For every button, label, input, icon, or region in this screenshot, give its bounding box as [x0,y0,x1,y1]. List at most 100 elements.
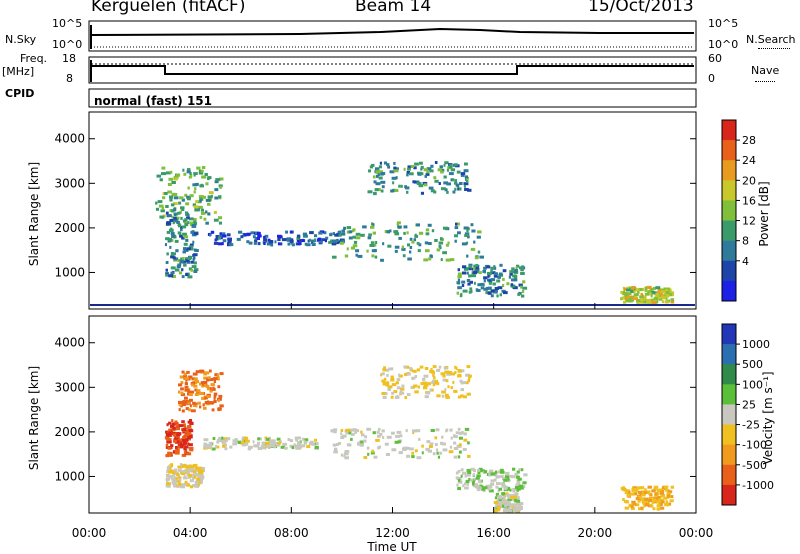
heatmap-cell [177,211,181,215]
heatmap-cell [517,487,521,491]
heatmap-cell [394,395,400,399]
heatmap-cell [493,501,499,504]
heatmap-cell [477,471,481,475]
heatmap-cell [270,243,274,247]
heatmap-cell [159,178,163,182]
heatmap-cell [180,228,183,232]
heatmap-cell [521,290,525,293]
heatmap-cell [503,478,508,482]
heatmap-cell [263,446,267,450]
heatmap-cell [216,440,220,444]
heatmap-cell [214,188,219,192]
heatmap-cell [467,282,471,286]
heatmap-cell [212,437,216,440]
heatmap-cell [626,292,632,296]
heatmap-cell [447,241,450,245]
heatmap-cell [627,299,633,303]
heatmap-cell [386,435,392,439]
heatmap-cell [455,471,459,475]
colorbar-tick-label: -100 [742,439,767,452]
heatmap-cell [514,270,517,274]
heatmap-cell [460,381,464,385]
heatmap-cell [215,445,220,449]
heatmap-cell [457,395,462,399]
heatmap-cell [457,275,462,279]
heatmap-cell [187,257,192,260]
heatmap-cell [450,168,456,172]
heatmap-cell [453,455,458,459]
heatmap-cell [257,437,261,441]
heatmap-cell [192,183,198,187]
heatmap-cell [182,232,187,236]
heatmap-cell [391,176,397,180]
heatmap-cell [390,395,394,399]
heatmap-cell [433,176,437,180]
heatmap-cell [185,407,189,411]
heatmap-cell [246,232,251,236]
heatmap-cell [296,237,300,240]
heatmap-cell [179,259,185,263]
heatmap-cell [296,234,301,238]
heatmap-cell [296,444,301,448]
heatmap-cell [274,442,279,445]
nave-ytick-bottom: 0 [708,72,715,85]
heatmap-cell [639,498,644,501]
heatmap-cell [241,438,244,441]
heatmap-cell [498,498,504,501]
heatmap-cell [185,378,188,382]
heatmap-cell [366,427,372,431]
heatmap-cell [375,241,378,244]
heatmap-cell [508,275,511,279]
heatmap-cell [514,492,518,496]
heatmap-cell [436,248,441,252]
heatmap-cell [457,373,462,377]
colorbar-swatch [722,180,736,201]
heatmap-cell [426,170,429,174]
heatmap-cell [165,273,170,277]
heatmap-cell [184,475,187,479]
heatmap-cell [436,368,441,372]
heatmap-cell [658,297,663,301]
heatmap-cell [214,445,217,448]
heatmap-cell [495,485,499,489]
heatmap-cell [352,228,356,232]
heatmap-cell [466,279,471,282]
heatmap-cell [466,241,469,245]
heatmap-cell [268,240,274,244]
heatmap-cell [457,369,461,372]
heatmap-cell [488,281,492,285]
velocity-ylabel: Slant Range [km] [27,366,41,470]
heatmap-cell [161,207,164,210]
heatmap-cell [364,435,368,439]
heatmap-cell [486,265,491,269]
heatmap-cell [463,267,469,271]
heatmap-cell [471,274,477,278]
heatmap-cell [167,433,172,437]
heatmap-cell [348,236,353,240]
heatmap-cell [268,436,271,440]
heatmap-cell [483,287,488,291]
heatmap-cell [262,444,265,448]
heatmap-cell [454,179,457,183]
heatmap-cell [229,445,233,449]
heatmap-cell [166,482,171,486]
heatmap-cell [204,442,208,446]
heatmap-cell [177,263,182,267]
heatmap-cell [406,393,411,397]
heatmap-cell [472,473,475,477]
heatmap-cell [183,172,187,176]
heatmap-cell [462,265,467,269]
heatmap-cell [189,217,194,221]
heatmap-cell [195,479,199,483]
heatmap-cell [208,441,213,445]
heatmap-cell [516,479,521,483]
heatmap-cell [169,245,172,249]
heatmap-cell [411,451,414,455]
heatmap-cell [367,236,372,240]
heatmap-cell [516,496,520,500]
heatmap-cell [350,437,353,441]
heatmap-cell [344,254,349,258]
heatmap-cell [186,432,189,436]
heatmap-cell [178,438,183,442]
heatmap-cell [482,269,486,273]
